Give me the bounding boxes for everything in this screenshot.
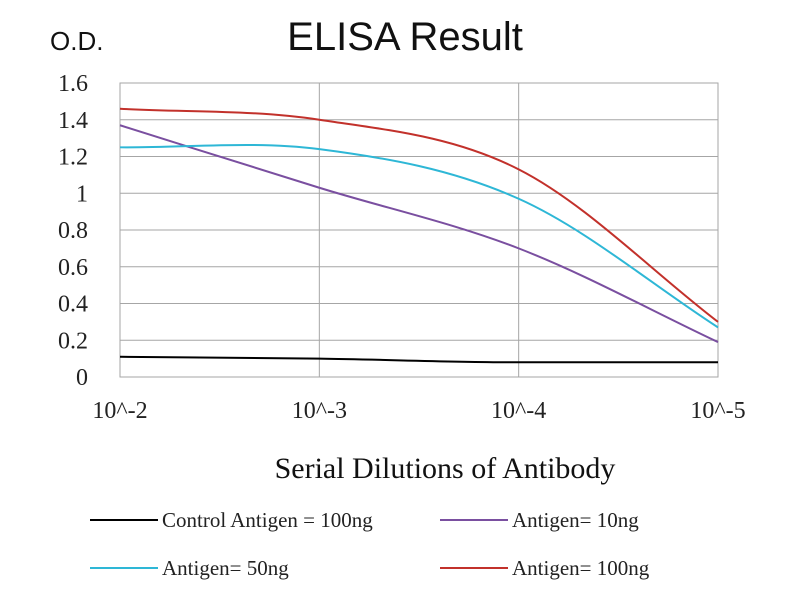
legend-label: Control Antigen = 100ng — [162, 508, 373, 532]
legend-label: Antigen= 100ng — [512, 556, 650, 580]
y-tick-label: 0 — [76, 365, 88, 391]
legend-label: Antigen= 50ng — [162, 556, 289, 580]
legend: Control Antigen = 100ng Antigen= 10ng Anti… — [90, 508, 650, 580]
x-axis-label: Serial Dilutions of Antibody — [275, 452, 616, 485]
series-line-1 — [119, 124, 719, 343]
y-tick-label: 1.6 — [58, 71, 88, 97]
chart-title: ELISA Result — [287, 15, 523, 59]
y-tick-label: 1 — [76, 181, 88, 207]
y-tick-label: 0.8 — [58, 218, 88, 244]
y-tick-label: 0.4 — [58, 292, 88, 318]
series-line-0 — [119, 355, 718, 364]
y-axis-label: O.D. — [50, 26, 103, 56]
series-line-2 — [119, 143, 719, 329]
grid — [119, 82, 719, 378]
x-tick-label: 10^-4 — [491, 398, 546, 424]
y-tick-label: 1.2 — [58, 145, 88, 171]
y-tick-labels: 0 0.2 0.4 0.6 0.8 1 1.2 1.4 1.6 — [58, 71, 88, 391]
legend-label: Antigen= 10ng — [512, 508, 639, 532]
series-line-3 — [119, 107, 719, 323]
x-tick-label: 10^-2 — [92, 398, 147, 424]
y-tick-label: 1.4 — [58, 108, 88, 134]
x-tick-labels: 10^-2 10^-3 10^-4 10^-5 — [92, 398, 745, 424]
x-tick-label: 10^-3 — [292, 398, 347, 424]
plot-area-border — [119, 82, 719, 378]
x-tick-label: 10^-5 — [690, 398, 745, 424]
y-tick-label: 0.2 — [58, 328, 88, 354]
y-tick-label: 0.6 — [58, 255, 88, 281]
series-lines — [119, 107, 719, 364]
